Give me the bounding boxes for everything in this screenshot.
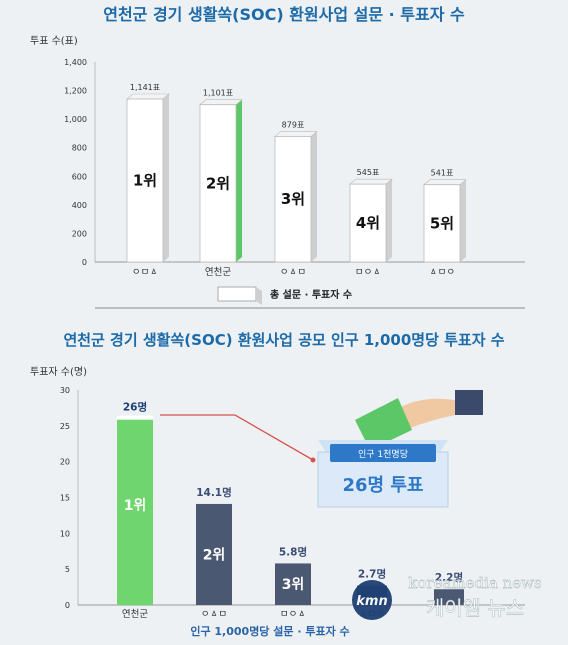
chart2-ytick-label: 30	[60, 386, 70, 395]
chart1-category-label: ㅿㅁㅇ	[429, 267, 455, 278]
chart1-value-label: 879표	[282, 120, 305, 129]
chart2-ytick-label: 0	[65, 601, 70, 610]
chart1-bar	[349, 183, 387, 263]
chart1-bar-top	[199, 99, 243, 106]
connector-dot	[310, 457, 316, 463]
chart1-legend: 총 설문 · 투표자 수	[217, 286, 352, 305]
chart1-ytick-label: 400	[72, 201, 87, 210]
chart2-ylabel: 투표자 수(명)	[30, 366, 87, 378]
chart2-bar	[434, 589, 464, 605]
chart1-category-label: ㅇㅿㅁ	[280, 267, 306, 278]
chart1-value-label: 1,101표	[203, 89, 233, 98]
legend-swatch	[217, 286, 257, 302]
chart2-bar	[117, 418, 153, 605]
chart1-bar-side	[386, 179, 392, 262]
chart2-value-label: 5.8명	[279, 545, 307, 558]
chart1-rank-label: 1위	[133, 172, 157, 190]
connector-line	[160, 414, 314, 461]
chart1-bar-top	[126, 93, 170, 100]
legend-label: 총 설문 · 투표자 수	[270, 288, 352, 301]
watermark: kmn koreamedia news 케이엠 뉴스	[352, 574, 542, 620]
chart2-bar-cap	[117, 415, 153, 420]
chart1-bar-top	[274, 131, 318, 137]
chart1-rank-label: 2위	[206, 174, 230, 192]
chart1-title: 연천군 경기 생활쏙(SOC) 환원사업 설문 · 투표자 수	[103, 5, 465, 24]
chart1-rank-label: 5위	[430, 214, 454, 232]
chart1-category-label: 연천군	[205, 267, 231, 278]
chart1-bar-top	[423, 179, 467, 186]
chart1-value-label: 545표	[357, 168, 380, 177]
chart2-category-label: ㅁㅇㅿ	[280, 609, 306, 620]
chart2-ytick-label: 20	[60, 458, 70, 467]
chart1-bar-side	[311, 131, 317, 262]
chart1-ytick-label: 0	[82, 258, 87, 267]
chart2-category-label: 연천군	[122, 609, 148, 620]
ballot-box-caption: 인구 1천명당	[358, 449, 408, 460]
chart1-ytick-label: 1,000	[64, 115, 87, 124]
chart1-bar-top	[349, 178, 393, 185]
ballot-paper-shape	[355, 398, 412, 450]
chart2-value-label: 2.2명	[435, 571, 463, 584]
watermark-logo-circle	[352, 580, 392, 620]
chart2-ytick-label: 10	[60, 529, 70, 538]
chart2-category-label: ㅇㅿㅁ	[201, 609, 227, 620]
chart1-rank-label: 4위	[356, 214, 380, 232]
chart1-ylabel: 투표 수(표)	[30, 35, 78, 47]
chart2-rank-label: 1위	[124, 498, 147, 514]
chart2-rank-label: 3위	[282, 577, 305, 593]
chart2-xlabel: 인구 1,000명당 설문 · 투표자 수	[190, 624, 349, 638]
chart2-rank-label: 2위	[203, 547, 226, 563]
chart2-value-label: 14.1명	[196, 486, 232, 499]
chart2-bar	[196, 503, 232, 605]
ballot-box-value: 26명 투표	[343, 475, 424, 496]
chart2-ytick-label: 15	[60, 494, 70, 503]
chart2-ytick-label: 25	[60, 422, 70, 431]
watermark-logo: kmn	[356, 594, 387, 609]
hand-shape	[395, 398, 455, 430]
chart1-bar	[274, 136, 312, 263]
chart1-value-label: 1,141표	[130, 83, 160, 92]
chart1-bar-side	[163, 94, 169, 262]
chart2-ytick-label: 5	[65, 565, 70, 574]
chart1-ytick-label: 800	[72, 144, 87, 153]
chart1-bar	[199, 104, 237, 263]
watermark-en: koreamedia news	[408, 574, 541, 592]
chart2-title: 연천군 경기 생활쏙(SOC) 환원사업 공모 인구 1,000명당 투표자 수	[63, 331, 504, 349]
box-label-bar	[330, 444, 436, 462]
chart1-ytick-label: 1,200	[64, 87, 87, 96]
chart1-value-label: 541표	[431, 169, 454, 178]
chart1-ytick-label: 600	[72, 172, 87, 181]
chart1-bar	[126, 98, 164, 263]
chart1-ytick-label: 200	[72, 229, 87, 238]
chart2-bar	[275, 563, 311, 605]
chart1-bar	[423, 184, 461, 263]
chart1-rank-label: 3위	[281, 190, 305, 208]
sleeve-shape	[455, 390, 483, 415]
chart1-ytick-label: 1,400	[64, 58, 87, 67]
chart2-value-label: 26명	[123, 401, 147, 414]
chart1-category-label: ㅁㅇㅿ	[355, 267, 381, 278]
ballot-box-illustration: 인구 1천명당 26명 투표	[317, 390, 483, 508]
chart1-bar-side	[460, 179, 466, 262]
chart2-value-label: 2.7명	[358, 568, 386, 581]
chart1-bar-side	[236, 99, 242, 262]
watermark-ko: 케이엠 뉴스	[426, 596, 524, 620]
chart1-category-label: ㅇㅁㅿ	[132, 267, 158, 278]
legend-swatch-side	[256, 287, 262, 305]
